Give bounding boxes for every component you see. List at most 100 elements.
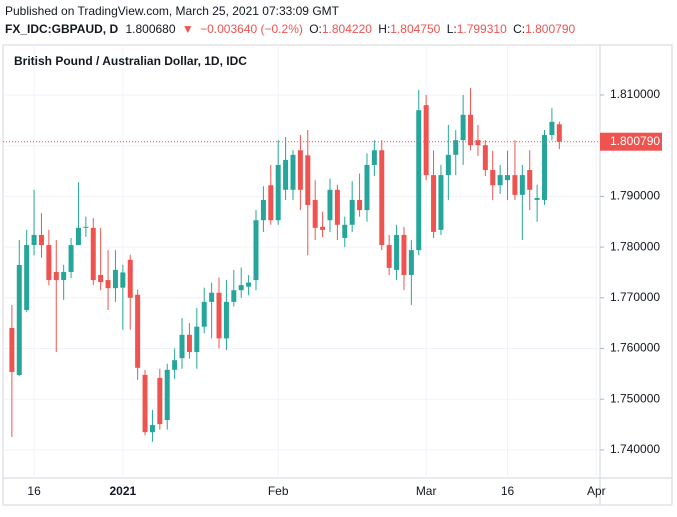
body	[438, 175, 444, 230]
body	[135, 294, 141, 368]
x-tick-label: 16	[27, 484, 41, 498]
body	[320, 226, 326, 230]
ohlc-value: 1.800790	[525, 22, 575, 36]
body	[453, 140, 459, 155]
body	[157, 377, 163, 425]
body	[127, 259, 133, 298]
y-tick-label: 1.810000	[610, 87, 660, 101]
body	[297, 150, 303, 190]
x-tick-label: 2021	[109, 484, 136, 498]
body	[408, 250, 414, 275]
body	[186, 334, 192, 353]
body	[371, 150, 377, 165]
last-price-badge	[600, 132, 662, 151]
y-tick-label: 1.790000	[610, 189, 660, 203]
body	[68, 245, 74, 272]
body	[475, 140, 481, 146]
body	[231, 290, 237, 302]
body	[112, 269, 118, 289]
body	[9, 328, 15, 373]
body	[53, 271, 59, 281]
body	[172, 360, 178, 370]
body	[216, 292, 222, 339]
body	[194, 326, 200, 353]
body	[83, 226, 89, 228]
body	[46, 245, 52, 281]
ohlc-label: O:	[309, 22, 322, 36]
x-tick-label: 16	[501, 484, 515, 498]
x-tick-label: Apr	[587, 484, 606, 498]
body	[527, 170, 533, 190]
body	[534, 197, 540, 200]
body	[179, 334, 185, 359]
body	[268, 185, 274, 221]
change: −0.003640 (−0.2%)	[200, 22, 303, 36]
body	[38, 234, 44, 246]
body	[24, 245, 30, 311]
x-tick-label: Feb	[268, 484, 289, 498]
body	[386, 245, 392, 268]
body	[556, 124, 562, 142]
y-tick-label: 1.750000	[610, 391, 660, 405]
body	[394, 234, 400, 270]
body	[460, 114, 466, 141]
frame	[2, 44, 673, 506]
x-tick-label: Mar	[416, 484, 437, 498]
body	[431, 175, 437, 232]
body	[201, 301, 207, 327]
body	[401, 234, 407, 275]
body	[16, 264, 22, 376]
body	[445, 154, 451, 176]
body	[364, 164, 370, 211]
body	[542, 135, 548, 200]
body	[149, 425, 155, 433]
last-price-label: 1.800790	[610, 134, 660, 148]
body	[61, 271, 67, 281]
chart-title: British Pound / Australian Dollar, 1D, I…	[14, 54, 247, 68]
body	[416, 110, 422, 251]
body	[349, 199, 355, 225]
body	[164, 369, 170, 420]
body	[305, 155, 311, 206]
body	[142, 374, 148, 433]
body	[497, 175, 503, 186]
body	[342, 224, 348, 238]
body	[482, 145, 488, 171]
body	[505, 175, 511, 181]
ohlc-label: C:	[513, 22, 525, 36]
ohlc-value: 1.804750	[390, 22, 440, 36]
y-tick-label: 1.760000	[610, 341, 660, 355]
body	[105, 280, 111, 289]
body	[90, 227, 96, 281]
body	[283, 159, 289, 190]
candles	[9, 87, 562, 442]
body	[246, 282, 252, 287]
body	[379, 150, 385, 246]
last: 1.800680	[125, 22, 175, 36]
symbol: FX_IDC:GBPAUD, D	[5, 22, 118, 36]
body	[98, 274, 104, 283]
body	[238, 285, 244, 291]
body	[209, 292, 215, 302]
y-tick-label: 1.770000	[610, 290, 660, 304]
y-tick-label: 1.780000	[610, 239, 660, 253]
ohlc-label: L:	[447, 22, 457, 36]
body	[490, 170, 496, 186]
body	[334, 189, 340, 225]
ohlc-value: 1.804220	[322, 22, 372, 36]
body	[223, 301, 229, 339]
body	[357, 199, 363, 211]
body	[31, 234, 37, 246]
body	[120, 272, 126, 288]
body	[253, 220, 259, 281]
body	[275, 164, 281, 221]
body	[549, 121, 555, 136]
body	[468, 114, 474, 146]
body	[519, 175, 525, 195]
y-tick-label: 1.740000	[610, 442, 660, 456]
body	[512, 175, 518, 195]
body	[75, 227, 81, 246]
body	[290, 154, 296, 190]
